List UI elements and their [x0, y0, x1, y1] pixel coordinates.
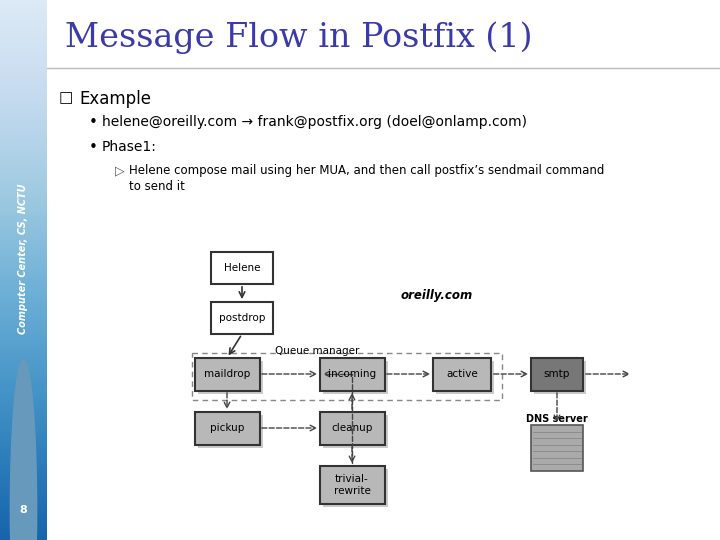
Text: Phase1:: Phase1: [102, 140, 157, 154]
Bar [323, 415, 388, 448]
Text: postdrop: postdrop [219, 313, 265, 323]
Bar [320, 412, 385, 445]
Bar [195, 412, 260, 445]
Text: Example: Example [79, 90, 151, 108]
Text: to send it: to send it [129, 180, 185, 193]
Text: DNS server: DNS server [526, 414, 588, 424]
Text: cleanup: cleanup [331, 423, 373, 433]
Text: incoming: incoming [328, 369, 376, 379]
Bar [531, 358, 583, 391]
Text: Helene: Helene [224, 263, 260, 273]
Text: □: □ [59, 90, 73, 105]
Bar [195, 358, 260, 391]
Text: trivial-
rewrite: trivial- rewrite [333, 474, 370, 496]
Text: oreilly.com: oreilly.com [401, 289, 473, 302]
Text: •: • [89, 140, 98, 155]
Text: pickup: pickup [210, 423, 244, 433]
Bar [531, 425, 583, 471]
Bar [211, 302, 273, 334]
Text: •: • [89, 115, 98, 130]
Bar [192, 353, 502, 400]
Bar [320, 466, 385, 504]
Text: 8: 8 [19, 505, 27, 515]
Bar [198, 415, 263, 448]
Text: ▷: ▷ [115, 164, 125, 177]
Bar [323, 361, 388, 394]
Bar [534, 361, 586, 394]
Bar [320, 358, 385, 391]
Text: Queue manager: Queue manager [275, 346, 359, 356]
Bar [323, 469, 388, 507]
Bar [436, 361, 494, 394]
Text: maildrop: maildrop [204, 369, 250, 379]
Text: Helene compose mail using her MUA, and then call postfix’s sendmail command: Helene compose mail using her MUA, and t… [129, 164, 604, 177]
Bar [198, 361, 263, 394]
Bar [433, 358, 491, 391]
Text: Message Flow in Postfix (1): Message Flow in Postfix (1) [65, 22, 533, 55]
Circle shape [10, 359, 37, 540]
Bar [211, 252, 273, 284]
Text: Computer Center, CS, NCTU: Computer Center, CS, NCTU [19, 184, 29, 334]
Text: active: active [446, 369, 478, 379]
Text: smtp: smtp [544, 369, 570, 379]
Text: helene@oreilly.com → frank@postfix.org (doel@onlamp.com): helene@oreilly.com → frank@postfix.org (… [102, 115, 527, 129]
